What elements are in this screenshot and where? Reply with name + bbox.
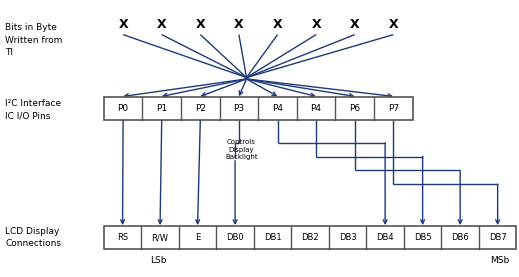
Text: I²C Interface
IC I/O Pins: I²C Interface IC I/O Pins <box>5 99 61 120</box>
Text: X: X <box>118 19 128 31</box>
Text: P2: P2 <box>195 104 206 113</box>
Text: LSb: LSb <box>150 256 167 265</box>
Bar <box>104 97 413 120</box>
Text: P4: P4 <box>310 104 322 113</box>
Text: DB6: DB6 <box>451 233 469 242</box>
Text: P4: P4 <box>272 104 283 113</box>
Text: DB2: DB2 <box>302 233 319 242</box>
Text: X: X <box>389 19 398 31</box>
Text: DB0: DB0 <box>226 233 244 242</box>
Text: P3: P3 <box>234 104 244 113</box>
Text: X: X <box>157 19 167 31</box>
Text: LCD Display
Connections: LCD Display Connections <box>5 227 61 248</box>
Text: RS: RS <box>117 233 128 242</box>
Text: P6: P6 <box>349 104 360 113</box>
Text: X: X <box>350 19 360 31</box>
Text: DB5: DB5 <box>414 233 431 242</box>
Text: DB7: DB7 <box>489 233 507 242</box>
Text: DB4: DB4 <box>376 233 394 242</box>
Text: X: X <box>196 19 205 31</box>
Text: Bits in Byte
Written from
TI: Bits in Byte Written from TI <box>5 23 63 57</box>
Bar <box>104 226 516 249</box>
Text: Controls
Display
Backlight: Controls Display Backlight <box>225 139 257 160</box>
Text: P1: P1 <box>156 104 167 113</box>
Text: P0: P0 <box>117 104 129 113</box>
Text: R/W: R/W <box>152 233 169 242</box>
Text: X: X <box>311 19 321 31</box>
Text: MSb: MSb <box>489 256 509 265</box>
Text: X: X <box>272 19 282 31</box>
Text: P7: P7 <box>388 104 399 113</box>
Text: E: E <box>195 233 200 242</box>
Text: DB3: DB3 <box>339 233 357 242</box>
Text: X: X <box>234 19 244 31</box>
Text: DB1: DB1 <box>264 233 281 242</box>
